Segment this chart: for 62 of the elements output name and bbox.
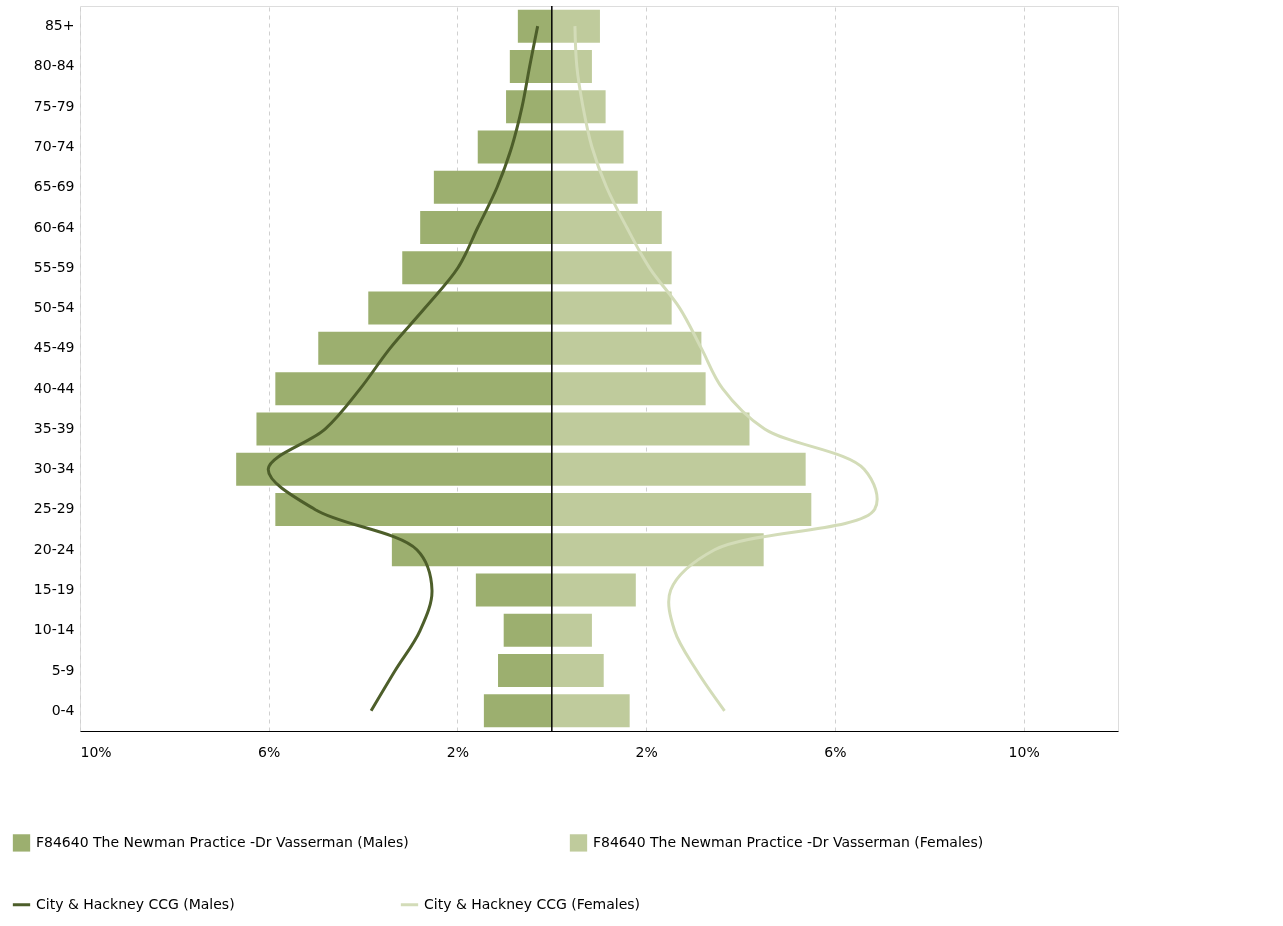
y-tick-label: 60-64 [33, 218, 75, 235]
bar [236, 452, 552, 486]
bar [506, 90, 552, 124]
bar [475, 573, 552, 607]
y-tick-label: 45-49 [33, 339, 75, 356]
y-tick-label: 20-24 [33, 540, 75, 557]
legend-label: City & Hackney CCG (Males) [36, 895, 235, 912]
bar [551, 533, 764, 567]
bar [503, 613, 552, 647]
bar [433, 170, 552, 204]
bar [517, 9, 552, 43]
legend-label: F84640 The Newman Practice -Dr Vasserman (Males) [36, 833, 409, 850]
y-tick-label: 5-9 [51, 661, 75, 678]
bar [420, 211, 552, 245]
bar [551, 654, 604, 688]
y-tick-label: 0-4 [51, 701, 75, 718]
bar [551, 9, 600, 43]
legend-label: F84640 The Newman Practice -Dr Vasserman (Females) [593, 833, 984, 850]
legend-label: City & Hackney CCG (Females) [424, 895, 641, 912]
bar [477, 130, 552, 164]
y-tick-label: 30-34 [33, 460, 75, 477]
bar [483, 694, 552, 728]
bar [551, 170, 638, 204]
y-tick-label: 55-59 [33, 258, 75, 275]
bar [551, 291, 672, 325]
bar [551, 211, 662, 245]
bar [318, 331, 552, 365]
y-tick-label: 10-14 [33, 621, 75, 638]
bar [551, 372, 706, 406]
y-tick-label: 65-69 [33, 178, 75, 195]
bar [551, 251, 672, 285]
x-tick-label: 10% [80, 743, 112, 760]
bar [551, 90, 606, 124]
bar [498, 654, 552, 688]
y-tick-label: 85+ [44, 17, 75, 34]
bar [402, 251, 552, 285]
y-tick-label: 80-84 [33, 57, 75, 74]
bar [368, 291, 552, 325]
bar [551, 613, 592, 647]
bar [551, 573, 636, 607]
x-tick-label: 2% [446, 743, 470, 760]
bar [551, 694, 630, 728]
y-tick-label: 75-79 [33, 97, 75, 114]
bar [275, 492, 552, 526]
y-tick-label: 25-29 [33, 500, 75, 517]
y-tick-label: 15-19 [33, 581, 75, 598]
x-tick-label: 6% [258, 743, 281, 760]
y-tick-label: 35-39 [33, 419, 75, 436]
bar [551, 452, 806, 486]
bar [551, 130, 624, 164]
x-tick-label: 10% [1008, 743, 1040, 760]
x-tick-label: 2% [635, 743, 658, 760]
bar [391, 533, 552, 567]
x-tick-label: 6% [824, 743, 847, 760]
bar [551, 492, 812, 526]
y-tick-label: 40-44 [33, 379, 75, 396]
y-tick-label: 50-54 [33, 299, 75, 316]
bar [551, 412, 750, 446]
bar [256, 412, 552, 446]
y-tick-label: 70-74 [33, 137, 75, 154]
bar [551, 331, 702, 365]
bar [275, 372, 552, 406]
